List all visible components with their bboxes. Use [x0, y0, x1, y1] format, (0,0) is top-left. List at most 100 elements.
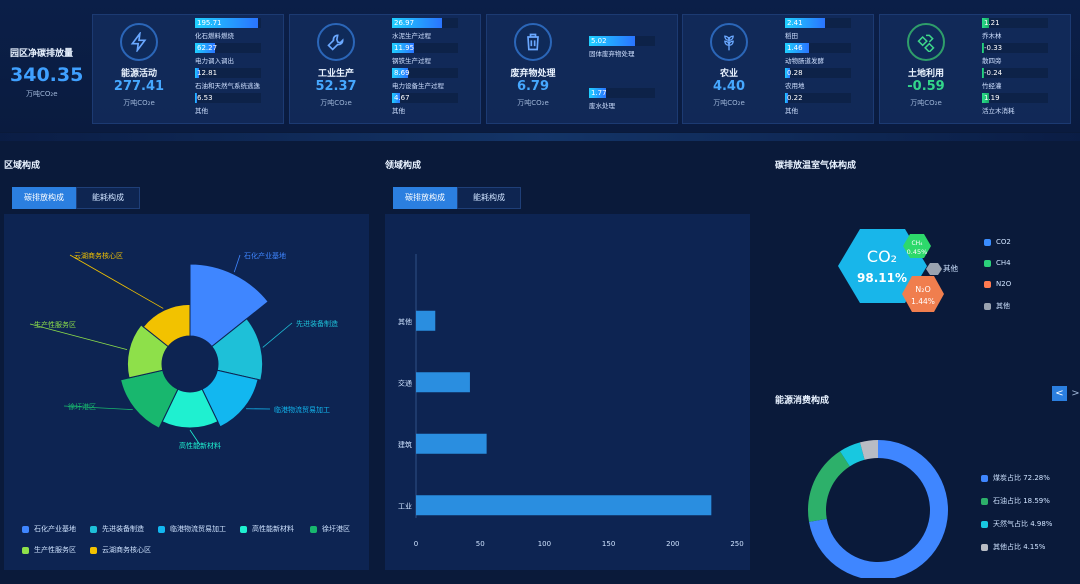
- gas-legend-item[interactable]: CO2: [984, 238, 1011, 246]
- legend-swatch: [310, 525, 317, 533]
- gas-legend-item[interactable]: 其他: [984, 301, 1010, 311]
- land-icon: [907, 23, 945, 61]
- breakdown-label: 石油和天然气系统逃逸: [195, 82, 260, 90]
- domain-bar-4[interactable]: [416, 310, 436, 331]
- region-legend-item[interactable]: 石化产业基地: [22, 524, 76, 534]
- breakdown-item: 26.97 水泥生产过程: [392, 17, 478, 42]
- breakdown-bar-fill: [195, 93, 197, 103]
- rose-label: 生产性服务区: [34, 320, 76, 329]
- region-legend-item[interactable]: 生产性服务区: [22, 545, 76, 555]
- legend-swatch: [984, 238, 991, 246]
- breakdown-value: -0.24: [984, 69, 1003, 77]
- region-tab-energy[interactable]: 能耗构成: [76, 187, 140, 209]
- breakdown-bar-track: [392, 93, 458, 103]
- energy-legend-item[interactable]: 其他占比 4.15%: [981, 542, 1045, 552]
- breakdown-item: 1.46 动物肠道发酵: [785, 42, 871, 67]
- energy-legend-item[interactable]: 天然气占比 4.98%: [981, 519, 1052, 529]
- breakdown-label: 农用地: [785, 82, 805, 90]
- domain-panel-title: 领域构成: [385, 161, 422, 171]
- rose-slice-1[interactable]: [189, 263, 269, 348]
- breakdown-label: 散四旁: [982, 57, 1002, 65]
- donut-slice-2[interactable]: [808, 451, 850, 522]
- energy-legend-item[interactable]: 石油占比 18.59%: [981, 496, 1050, 506]
- breakdown-bar-fill: [982, 68, 984, 78]
- gas-other-label: 其他: [943, 264, 958, 273]
- legend-swatch: [984, 280, 991, 288]
- category-name: 农业: [719, 69, 738, 79]
- region-tabs: 碳排放构成 能耗构成: [12, 187, 140, 209]
- region-legend-item[interactable]: 临港物流贸易加工: [158, 524, 226, 534]
- category-unit: 万吨CO₂e: [123, 99, 155, 107]
- category-value: 52.37: [315, 79, 357, 94]
- breakdown-item: 1.77 废水处理: [589, 87, 675, 112]
- legend-label: 生产性服务区: [34, 546, 76, 554]
- breakdown-bar-fill: [589, 88, 606, 98]
- breakdown-value: -0.33: [984, 44, 1003, 52]
- breakdown-label: 电力设备生产过程: [392, 82, 444, 90]
- gas-legend-item[interactable]: CH4: [984, 259, 1011, 267]
- rose-slice-7[interactable]: [142, 303, 191, 348]
- breakdown-bar-track: [785, 68, 851, 78]
- breakdown-bar-fill: [392, 93, 400, 103]
- rose-slice-5[interactable]: [119, 369, 179, 429]
- x-tick-label: 150: [602, 540, 615, 548]
- rose-label: 云湖商务核心区: [74, 251, 123, 260]
- legend-swatch: [22, 546, 29, 554]
- breakdown-value: 4.67: [394, 94, 410, 102]
- category-value: 4.40: [712, 79, 746, 94]
- domain-bar-3[interactable]: [416, 372, 470, 393]
- category-card-3[interactable]: 废弃物处理 6.79 万吨CO₂e 5.02 固体废弃物处理 1.77 废水处理: [486, 14, 678, 124]
- domain-bar-2[interactable]: [416, 433, 487, 454]
- category-breakdown-list: 195.71 化石燃料燃烧 62.27 电力调入调出 12.81 石油和天然气系统逃逸 6.…: [195, 17, 281, 117]
- region-tab-emission[interactable]: 碳排放构成: [12, 187, 76, 209]
- x-tick-label: 250: [730, 540, 743, 548]
- category-card-2[interactable]: 工业生产 52.37 万吨CO₂e 26.97 水泥生产过程 11.95 钢铁生产过程 8.6…: [289, 14, 481, 124]
- breakdown-bar-track: [195, 43, 261, 53]
- donut-slice-4[interactable]: [859, 440, 878, 460]
- breakdown-item: 8.69 电力设备生产过程: [392, 67, 478, 92]
- rose-slice-6[interactable]: [126, 324, 169, 379]
- gas-legend-item[interactable]: N2O: [984, 280, 1011, 288]
- donut-slice-3[interactable]: [840, 442, 865, 467]
- region-legend-item[interactable]: 云湖商务核心区: [90, 545, 151, 555]
- category-card-1[interactable]: 能源活动 277.41 万吨CO₂e 195.71 化石燃料燃烧 62.27 电力调入调出 1…: [92, 14, 284, 124]
- legend-label: CH4: [996, 259, 1011, 267]
- legend-swatch: [22, 525, 29, 533]
- breakdown-label: 动物肠道发酵: [785, 57, 824, 65]
- rose-leader-line: [262, 322, 293, 348]
- category-card-5[interactable]: 土地利用 -0.59 万吨CO₂e 1.21 乔木林 -0.33 散四旁 -0.24 竹经灌 1.…: [879, 14, 1071, 124]
- rose-slice-4[interactable]: [161, 388, 219, 429]
- category-value: 277.41: [113, 79, 165, 94]
- y-tick-label: 交通: [398, 378, 412, 387]
- region-legend-item[interactable]: 高性能新材料: [240, 524, 294, 534]
- trash-icon: [514, 23, 552, 61]
- energy-prev-button[interactable]: <: [1052, 386, 1067, 401]
- legend-label: 徐圩港区: [322, 525, 350, 533]
- region-legend-item[interactable]: 徐圩港区: [310, 524, 350, 534]
- breakdown-value: 12.81: [197, 69, 218, 77]
- n2o-hexagon: [902, 276, 944, 312]
- breakdown-bar-fill: [785, 93, 788, 103]
- region-panel-title: 区域构成: [4, 161, 41, 171]
- category-card-4[interactable]: 农业 4.40 万吨CO₂e 2.41 稻田 1.46 动物肠道发酵 0.28 农用地 0.22 其…: [682, 14, 874, 124]
- domain-bar-1[interactable]: [416, 495, 712, 516]
- n2o-label: N₂O: [915, 285, 931, 294]
- x-tick-label: 200: [666, 540, 679, 548]
- region-legend-item[interactable]: 先进装备制造: [90, 524, 144, 534]
- rose-label: 临港物流贸易加工: [274, 405, 330, 414]
- energy-next-button[interactable]: >: [1071, 388, 1080, 399]
- legend-label: 临港物流贸易加工: [170, 525, 226, 533]
- breakdown-item: 62.27 电力调入调出: [195, 42, 281, 67]
- rose-slice-3[interactable]: [201, 369, 259, 428]
- rose-slice-2[interactable]: [211, 318, 264, 381]
- legend-swatch: [981, 520, 988, 528]
- domain-tab-energy[interactable]: 能耗构成: [457, 187, 521, 209]
- energy-icon: [120, 23, 158, 61]
- gas-hexagon-graphic: CO₂ 98.11% CH₄ 0.45% N₂O 1.44%: [838, 229, 944, 312]
- energy-legend-item[interactable]: 煤炭占比 72.28%: [981, 473, 1050, 483]
- domain-tab-emission[interactable]: 碳排放构成: [393, 187, 457, 209]
- breakdown-item: 1.21 乔木林: [982, 17, 1068, 42]
- net-emission-title: 园区净碳排放量: [10, 49, 74, 59]
- breakdown-value: 1.19: [984, 94, 1000, 102]
- breakdown-bar-fill: [785, 18, 825, 28]
